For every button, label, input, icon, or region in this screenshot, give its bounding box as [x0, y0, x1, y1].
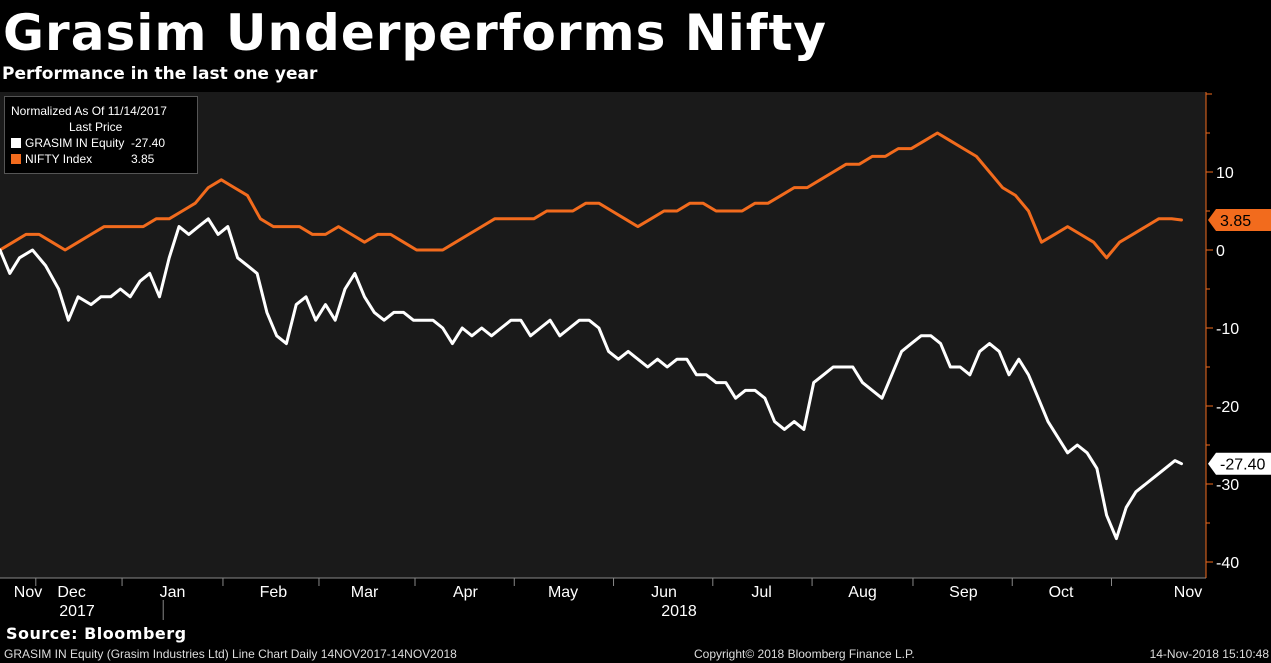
series-lines	[0, 131, 1183, 541]
y-tick-label: 0	[1216, 243, 1225, 260]
last-value-tag-bg	[1208, 208, 1271, 231]
x-tick-label: Jun	[651, 584, 677, 601]
x-tick-label: Jan	[160, 584, 186, 601]
legend-value-nifty: 3.85	[131, 152, 155, 166]
footer-timestamp: 14-Nov-2018 15:10:48	[1149, 647, 1269, 661]
last-value-tag-bg	[1208, 452, 1271, 475]
x-tick-label: Sep	[949, 584, 978, 601]
x-tick-label: Aug	[848, 584, 876, 601]
x-tick-label: Oct	[1049, 584, 1074, 601]
y-tick-label: -20	[1216, 399, 1239, 416]
legend-normalized-label: Normalized As Of 11/14/2017	[11, 104, 167, 118]
legend-last-price-label: Last Price	[69, 120, 123, 134]
page-subtitle: Performance in the last one year	[2, 64, 318, 84]
legend-entry-grasim: GRASIM IN Equity -27.40	[5, 135, 197, 151]
legend-name-grasim: GRASIM IN Equity	[25, 136, 125, 150]
footer-description: GRASIM IN Equity (Grasim Industries Ltd)…	[4, 647, 457, 661]
x-tick-label: Apr	[453, 584, 479, 601]
y-axis: 10 0 -10 -20 -30 -40	[1205, 92, 1239, 578]
legend-swatch-grasim	[11, 138, 21, 148]
y-tick-label: -40	[1216, 555, 1239, 572]
y-tick-label: -30	[1216, 477, 1239, 494]
legend-entry-nifty: NIFTY Index 3.85	[5, 151, 197, 167]
x-tick-label: Feb	[260, 584, 288, 601]
legend-box: Normalized As Of 11/14/2017 Last Price G…	[4, 96, 198, 174]
series-line-nifty	[0, 131, 1183, 260]
y-tick-label: 10	[1216, 165, 1234, 182]
y-tick-label: -10	[1216, 321, 1239, 338]
x-tick-label: Nov	[1174, 584, 1202, 601]
last-value-tag-text: 3.85	[1220, 213, 1251, 230]
source-label: Source: Bloomberg	[6, 624, 187, 643]
x-tick-label: May	[548, 584, 578, 601]
footer-copyright: Copyright© 2018 Bloomberg Finance L.P.	[694, 647, 915, 661]
last-value-labels: -27.40 3.85	[1208, 208, 1271, 475]
last-value-tag-nifty: 3.85	[1208, 208, 1271, 231]
x-year-label: 2017	[59, 603, 95, 620]
line-chart: Nov Dec Jan Feb Mar Apr May Jun Jul Aug Sep Oct Nov 2…	[0, 92, 1271, 620]
x-tick-label: Mar	[351, 584, 379, 601]
series-line-grasim	[0, 217, 1183, 541]
x-tick-label: Dec	[57, 584, 85, 601]
x-axis: Nov Dec Jan Feb Mar Apr May Jun Jul Aug Sep Oct Nov 2…	[0, 577, 1206, 620]
page-title: Grasim Underperforms Nifty	[3, 4, 828, 62]
legend-name-nifty: NIFTY Index	[25, 152, 93, 166]
legend-value-grasim: -27.40	[131, 136, 166, 150]
x-tick-label: Nov	[14, 584, 42, 601]
x-tick-label: Jul	[751, 584, 771, 601]
last-value-tag-grasim: -27.40	[1208, 452, 1271, 475]
last-value-tag-text: -27.40	[1220, 457, 1265, 474]
x-year-label: 2018	[661, 603, 697, 620]
legend-swatch-nifty	[11, 154, 21, 164]
